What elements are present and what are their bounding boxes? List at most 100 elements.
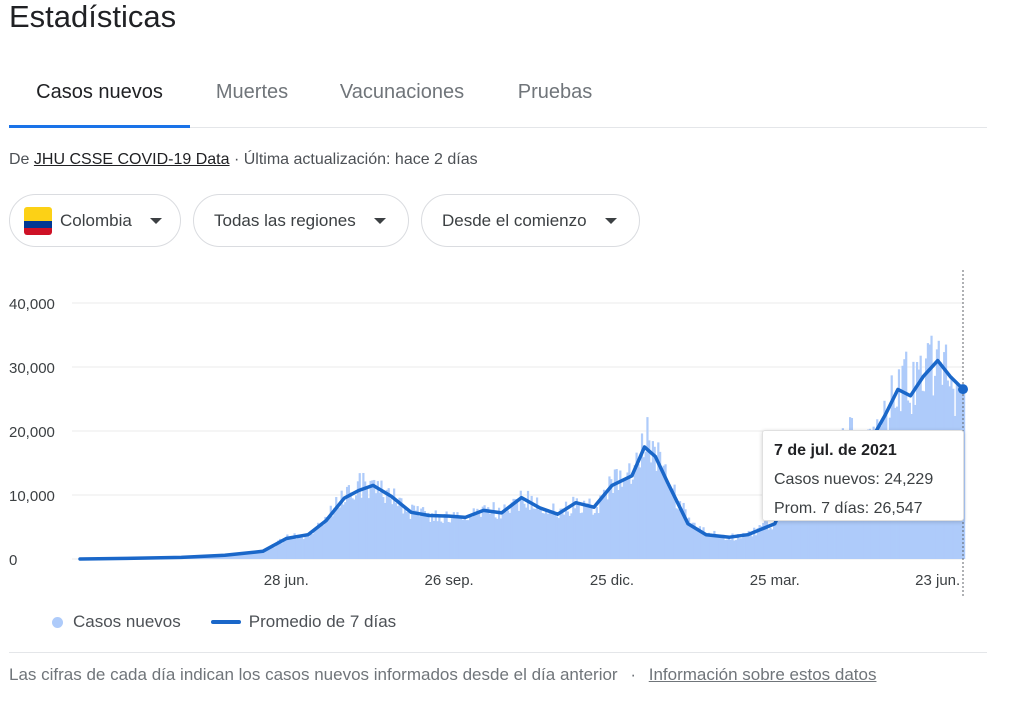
stats-tabs: Casos nuevos Muertes Vacunaciones Prueba… xyxy=(9,64,987,128)
footer-separator: · xyxy=(630,665,636,684)
daily-cases-bar xyxy=(780,501,783,559)
daily-cases-bar xyxy=(262,550,265,559)
daily-cases-bar xyxy=(575,498,578,559)
daily-cases-bar xyxy=(371,480,374,559)
daily-cases-bar xyxy=(268,547,271,559)
daily-cases-bar xyxy=(313,529,316,559)
x-tick-label: 26 sep. xyxy=(425,572,474,589)
daily-cases-bar xyxy=(602,489,606,559)
daily-cases-bar xyxy=(745,535,749,559)
daily-cases-bar xyxy=(503,504,506,559)
daily-cases-bar xyxy=(260,552,264,559)
daily-cases-bar xyxy=(731,533,734,559)
y-tick-label: 10,000 xyxy=(9,488,55,505)
daily-cases-bar xyxy=(452,512,455,559)
daily-cases-bar xyxy=(447,521,450,559)
page-title: Estadísticas xyxy=(9,0,177,34)
daily-cases-bar xyxy=(548,510,551,559)
daily-cases-bar xyxy=(604,493,607,559)
daily-cases-bar xyxy=(639,467,642,559)
flag-blue-stripe xyxy=(24,220,52,228)
daily-cases-bar xyxy=(572,496,575,559)
daily-cases-bar xyxy=(963,392,966,559)
x-tick-label: 23 jun. xyxy=(915,572,960,589)
tab-pruebas[interactable]: Pruebas xyxy=(517,81,593,103)
daily-cases-bar xyxy=(244,553,247,559)
daily-cases-bar xyxy=(771,529,774,559)
daily-cases-bar xyxy=(546,513,550,559)
flag-yellow-stripe xyxy=(24,206,52,221)
daily-cases-bar xyxy=(684,509,687,559)
country-dropdown[interactable]: Colombia xyxy=(9,194,181,247)
region-dropdown-label: Todas las regiones xyxy=(214,210,356,230)
daily-cases-bar xyxy=(333,508,336,559)
daily-cases-bar xyxy=(742,532,745,559)
daily-cases-bar xyxy=(505,511,508,559)
daily-cases-bar xyxy=(412,505,416,559)
daily-cases-bar xyxy=(526,490,530,559)
daily-cases-bar xyxy=(421,507,425,559)
source-link[interactable]: JHU CSSE COVID-19 Data xyxy=(33,151,230,168)
daily-cases-bar xyxy=(514,498,517,559)
daily-cases-bar xyxy=(324,516,327,559)
daily-cases-bar xyxy=(394,502,398,559)
daily-cases-bar xyxy=(668,487,671,559)
daily-cases-bar xyxy=(497,507,501,559)
daily-cases-bar xyxy=(550,511,553,559)
daily-cases-bar xyxy=(233,553,237,559)
daily-cases-bar xyxy=(458,515,461,559)
tab-vacunaciones[interactable]: Vacunaciones xyxy=(339,81,465,103)
daily-cases-bar xyxy=(657,442,660,559)
daily-cases-bar xyxy=(331,516,334,559)
daily-cases-bar xyxy=(246,552,249,559)
daily-cases-bar xyxy=(525,507,528,559)
range-dropdown[interactable]: Desde el comienzo xyxy=(421,194,640,247)
region-dropdown[interactable]: Todas las regiones xyxy=(193,194,409,247)
x-tick-label: 25 mar. xyxy=(750,572,800,589)
daily-cases-bar xyxy=(773,523,776,559)
daily-cases-bar xyxy=(776,520,779,559)
daily-cases-bar xyxy=(720,537,723,559)
daily-cases-bar xyxy=(224,555,227,559)
tooltip-date: 7 de jul. de 2021 xyxy=(774,442,897,459)
daily-cases-bar xyxy=(342,504,345,559)
daily-cases-bar xyxy=(767,529,770,559)
daily-cases-bar xyxy=(338,507,341,559)
daily-cases-bar xyxy=(365,488,369,559)
daily-cases-bar xyxy=(573,508,577,559)
daily-cases-bar xyxy=(666,484,669,559)
daily-cases-bar xyxy=(445,511,448,559)
daily-cases-bar xyxy=(765,521,768,559)
daily-cases-bar xyxy=(416,506,419,559)
daily-cases-bar xyxy=(358,473,361,559)
daily-cases-bar xyxy=(691,522,694,559)
x-axis-labels: 28 jun. 26 sep. 25 dic. 25 mar. 23 jun. xyxy=(264,572,960,589)
daily-cases-bar xyxy=(695,529,698,559)
daily-cases-bar xyxy=(586,503,589,559)
daily-cases-bar xyxy=(389,498,392,559)
tab-casos-nuevos[interactable]: Casos nuevos xyxy=(36,81,163,103)
daily-cases-bar xyxy=(628,463,631,559)
daily-cases-bar xyxy=(749,531,752,559)
daily-cases-bar xyxy=(646,417,649,559)
daily-cases-bar xyxy=(255,551,258,559)
daily-cases-bar xyxy=(364,481,367,559)
daily-cases-bar xyxy=(566,511,569,559)
daily-cases-bar xyxy=(400,498,403,559)
daily-cases-bar xyxy=(449,522,452,559)
footer-info-link[interactable]: Información sobre estos datos xyxy=(648,665,877,684)
daily-cases-bar xyxy=(501,512,504,559)
daily-cases-bar xyxy=(461,519,464,559)
x-tick-label: 28 jun. xyxy=(264,572,309,589)
daily-cases-bar xyxy=(675,508,678,559)
y-tick-label: 30,000 xyxy=(9,360,55,377)
daily-cases-bar xyxy=(521,496,524,559)
daily-cases-bar xyxy=(302,539,305,559)
daily-cases-bar xyxy=(378,492,381,559)
daily-cases-bar xyxy=(411,504,414,559)
daily-cases-bar xyxy=(577,503,580,559)
daily-cases-bar xyxy=(747,530,750,559)
daily-cases-bar xyxy=(581,512,584,559)
tab-muertes[interactable]: Muertes xyxy=(215,81,289,103)
daily-cases-bar xyxy=(709,533,712,559)
